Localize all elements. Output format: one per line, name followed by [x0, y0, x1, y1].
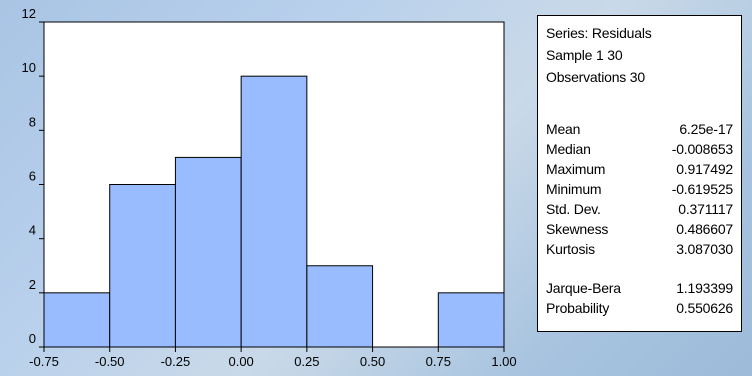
stat-row-probability: Probability 0.550626: [546, 300, 733, 318]
stats-panel: Series: Residuals Sample 1 30 Observatio…: [537, 15, 742, 332]
x-tick-label: 0.25: [294, 354, 319, 369]
y-tick-label: 4: [29, 223, 36, 238]
histogram-bar: [437, 292, 505, 348]
stat-row-median: Median -0.008653: [546, 141, 733, 159]
stat-row-jarque-bera: Jarque-Bera 1.193399: [546, 280, 733, 298]
y-tick-label: 8: [29, 114, 36, 129]
stat-label: Kurtosis: [546, 241, 595, 257]
stat-label: Std. Dev.: [546, 201, 601, 217]
y-tick-label: 6: [29, 169, 36, 184]
x-tick-label: 0.00: [228, 354, 253, 369]
y-tick-label: 12: [22, 6, 36, 21]
x-tick-label: -0.50: [95, 354, 125, 369]
stat-label: Probability: [546, 300, 610, 316]
stat-row-maximum: Maximum 0.917492: [546, 161, 733, 179]
series-label: Series: Residuals: [546, 25, 652, 41]
stat-label: Median: [546, 141, 591, 157]
stat-value: 0.371117: [678, 201, 733, 217]
x-tick-label: -0.75: [29, 354, 59, 369]
x-tick-label: 0.50: [360, 354, 385, 369]
y-tick-label: 0: [29, 331, 36, 346]
stat-label: Jarque-Bera: [546, 280, 621, 296]
x-tick-label: -0.25: [161, 354, 191, 369]
stat-label: Mean: [546, 121, 581, 137]
stat-value: 0.550626: [676, 300, 733, 316]
stat-value: -0.619525: [671, 181, 733, 197]
sample-label: Sample 1 30: [546, 47, 623, 63]
histogram-chart: 0 2 4 6 8 10 12 -0.75 -0.50 -0.25 0.00 0.25 0.50 0.75…: [22, 6, 517, 369]
observations-label: Observations 30: [546, 69, 645, 85]
histogram-bar: [109, 184, 176, 348]
stat-value: 1.193399: [676, 280, 733, 296]
stat-value: 0.486607: [676, 221, 733, 237]
x-tick-label: 1.00: [491, 354, 516, 369]
histogram-bar: [43, 292, 111, 348]
stat-row-kurtosis: Kurtosis 3.087030: [546, 241, 733, 259]
x-tick-label: 0.75: [426, 354, 451, 369]
histogram-bar: [174, 156, 242, 348]
stat-label: Minimum: [546, 181, 602, 197]
y-tick-label: 10: [22, 60, 36, 75]
stat-label: Maximum: [546, 161, 606, 177]
stat-value: -0.008653: [671, 141, 733, 157]
stat-value: 6.25e-17: [679, 121, 733, 137]
stat-row-skewness: Skewness 0.486607: [546, 221, 733, 239]
stat-label: Skewness: [546, 221, 609, 237]
bars-layer: [43, 75, 505, 348]
stat-value: 3.087030: [676, 241, 733, 257]
histogram-bar: [240, 75, 308, 348]
axis-layer: 0 2 4 6 8 10 12 -0.75 -0.50 -0.25 0.00 0.25 0.50 0.75…: [22, 6, 517, 369]
stat-row-mean: Mean 6.25e-17: [546, 121, 733, 139]
histogram-bar: [306, 265, 374, 348]
y-tick-label: 2: [29, 277, 36, 292]
stat-value: 0.917492: [676, 161, 733, 177]
stat-row-std-dev: Std. Dev. 0.371117: [546, 201, 733, 219]
stat-row-minimum: Minimum -0.619525: [546, 181, 733, 199]
